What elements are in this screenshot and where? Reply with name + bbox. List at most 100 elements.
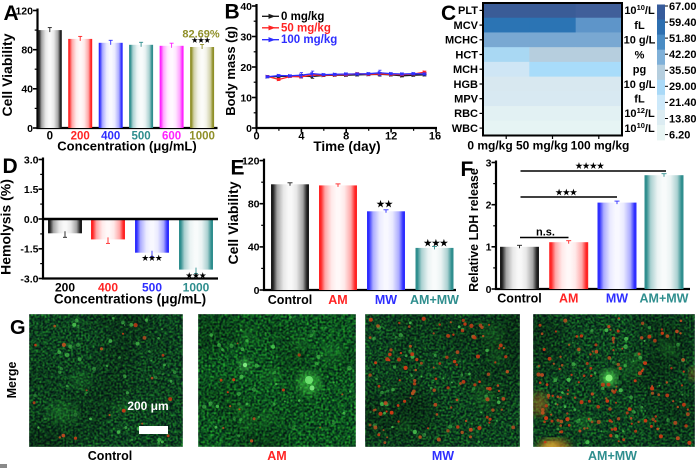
svg-text:-3.0: -3.0	[20, 273, 38, 285]
svg-text:0: 0	[246, 123, 252, 135]
svg-text:16: 16	[429, 131, 441, 143]
svg-text:PLT: PLT	[458, 5, 478, 17]
svg-text:20: 20	[240, 62, 252, 74]
svg-text:MCHC: MCHC	[445, 35, 478, 47]
svg-text:8: 8	[343, 131, 349, 143]
svg-text:10 g/L: 10 g/L	[624, 79, 656, 91]
svg-text:Time (day): Time (day)	[313, 139, 380, 154]
svg-text:Relative LDH release: Relative LDH release	[467, 168, 481, 292]
svg-text:★★★: ★★★	[424, 238, 449, 248]
svg-text:%: %	[635, 49, 645, 61]
svg-text:MCH: MCH	[453, 64, 478, 76]
svg-text:Control: Control	[88, 449, 132, 463]
svg-text:29.00: 29.00	[669, 81, 697, 93]
svg-text:Concentrations (μg/mL): Concentrations (μg/mL)	[54, 292, 206, 307]
svg-text:MCV: MCV	[454, 20, 479, 32]
svg-text:Hemolysis (%): Hemolysis (%)	[0, 179, 14, 275]
svg-text:AM: AM	[267, 449, 286, 463]
svg-text:1000: 1000	[189, 131, 215, 143]
svg-text:fL: fL	[634, 20, 645, 32]
svg-text:12: 12	[385, 131, 397, 143]
svg-text:WBC: WBC	[452, 123, 478, 135]
svg-text:MW: MW	[432, 449, 454, 463]
svg-text:AM: AM	[328, 293, 347, 307]
svg-text:0: 0	[253, 131, 259, 143]
svg-text:fL: fL	[634, 93, 645, 105]
svg-text:AM+MW: AM+MW	[588, 449, 637, 463]
svg-text:★★★: ★★★	[556, 188, 578, 197]
svg-text:0: 0	[47, 131, 53, 143]
svg-text:10: 10	[240, 92, 252, 104]
svg-text:Merge: Merge	[5, 362, 19, 399]
svg-text:0: 0	[254, 285, 260, 297]
svg-text:Cell Viability: Cell Viability	[0, 33, 15, 116]
svg-text:200: 200	[71, 131, 90, 143]
svg-text:1012/L: 1012/L	[624, 106, 655, 121]
svg-text:6.20: 6.20	[669, 129, 690, 141]
svg-text:B: B	[225, 0, 240, 23]
svg-text:Control: Control	[268, 293, 312, 307]
svg-text:Control: Control	[497, 292, 541, 306]
svg-text:★★★: ★★★	[186, 271, 207, 280]
svg-text:0 mg/kg: 0 mg/kg	[281, 11, 324, 23]
svg-text:C: C	[441, 2, 456, 25]
svg-text:600: 600	[162, 131, 181, 143]
svg-text:★★★: ★★★	[142, 253, 163, 262]
svg-text:Cell Viability: Cell Viability	[225, 181, 241, 264]
svg-text:MW: MW	[606, 292, 628, 306]
svg-text:120: 120	[15, 5, 33, 17]
svg-text:21.40: 21.40	[669, 97, 697, 109]
svg-text:1000: 1000	[183, 281, 210, 295]
svg-text:10 g/L: 10 g/L	[624, 35, 656, 47]
svg-text:400: 400	[101, 131, 120, 143]
svg-text:HCT: HCT	[455, 49, 478, 61]
svg-text:Body mass (g): Body mass (g)	[223, 26, 238, 116]
svg-text:1010/L: 1010/L	[624, 120, 655, 135]
svg-text:35.50: 35.50	[669, 65, 697, 77]
svg-text:67.00: 67.00	[669, 1, 697, 13]
svg-text:500: 500	[142, 281, 162, 295]
svg-text:pg: pg	[633, 64, 646, 76]
svg-text:1: 1	[486, 242, 492, 254]
svg-text:0: 0	[27, 123, 33, 135]
svg-text:F: F	[461, 158, 474, 181]
svg-text:13.80: 13.80	[669, 113, 697, 125]
svg-text:HGB: HGB	[454, 79, 479, 91]
svg-text:★★: ★★	[377, 199, 394, 209]
svg-text:RBC: RBC	[454, 108, 478, 120]
svg-text:0: 0	[486, 284, 492, 296]
svg-text:40: 40	[248, 242, 260, 254]
svg-text:200: 200	[55, 281, 75, 295]
svg-text:1010/L: 1010/L	[624, 3, 655, 17]
svg-text:50 mg/kg: 50 mg/kg	[516, 139, 568, 153]
svg-text:3: 3	[486, 157, 492, 169]
svg-text:100 mg/kg: 100 mg/kg	[281, 34, 337, 46]
svg-text:AM+MW: AM+MW	[640, 292, 689, 306]
svg-text:40: 40	[240, 1, 252, 13]
svg-text:42.20: 42.20	[669, 49, 697, 61]
svg-text:Concentration (μg/mL): Concentration (μg/mL)	[57, 139, 196, 154]
svg-text:MPV: MPV	[454, 93, 479, 105]
svg-text:100 mg/kg: 100 mg/kg	[571, 139, 630, 153]
svg-text:3.0: 3.0	[24, 154, 39, 166]
svg-text:4: 4	[298, 131, 305, 143]
svg-text:120: 120	[242, 155, 260, 167]
svg-text:0 mg/kg: 0 mg/kg	[467, 139, 512, 153]
svg-text:40: 40	[21, 84, 33, 96]
svg-text:50 mg/kg: 50 mg/kg	[281, 22, 331, 34]
svg-text:200 μm: 200 μm	[127, 399, 168, 413]
svg-text:G: G	[10, 317, 26, 339]
svg-text:★★★★: ★★★★	[575, 162, 605, 171]
svg-text:80: 80	[21, 44, 33, 56]
svg-text:AM+MW: AM+MW	[410, 293, 459, 307]
svg-text:0.0: 0.0	[24, 214, 39, 226]
svg-text:30: 30	[240, 31, 252, 43]
svg-text:n.s.: n.s.	[536, 227, 555, 239]
svg-text:A: A	[4, 2, 19, 25]
svg-text:-1.5: -1.5	[20, 244, 38, 256]
svg-text:E: E	[231, 157, 245, 180]
svg-text:59.40: 59.40	[669, 17, 697, 29]
svg-text:D: D	[3, 155, 18, 178]
svg-text:80: 80	[248, 199, 260, 211]
svg-text:MW: MW	[375, 293, 397, 307]
